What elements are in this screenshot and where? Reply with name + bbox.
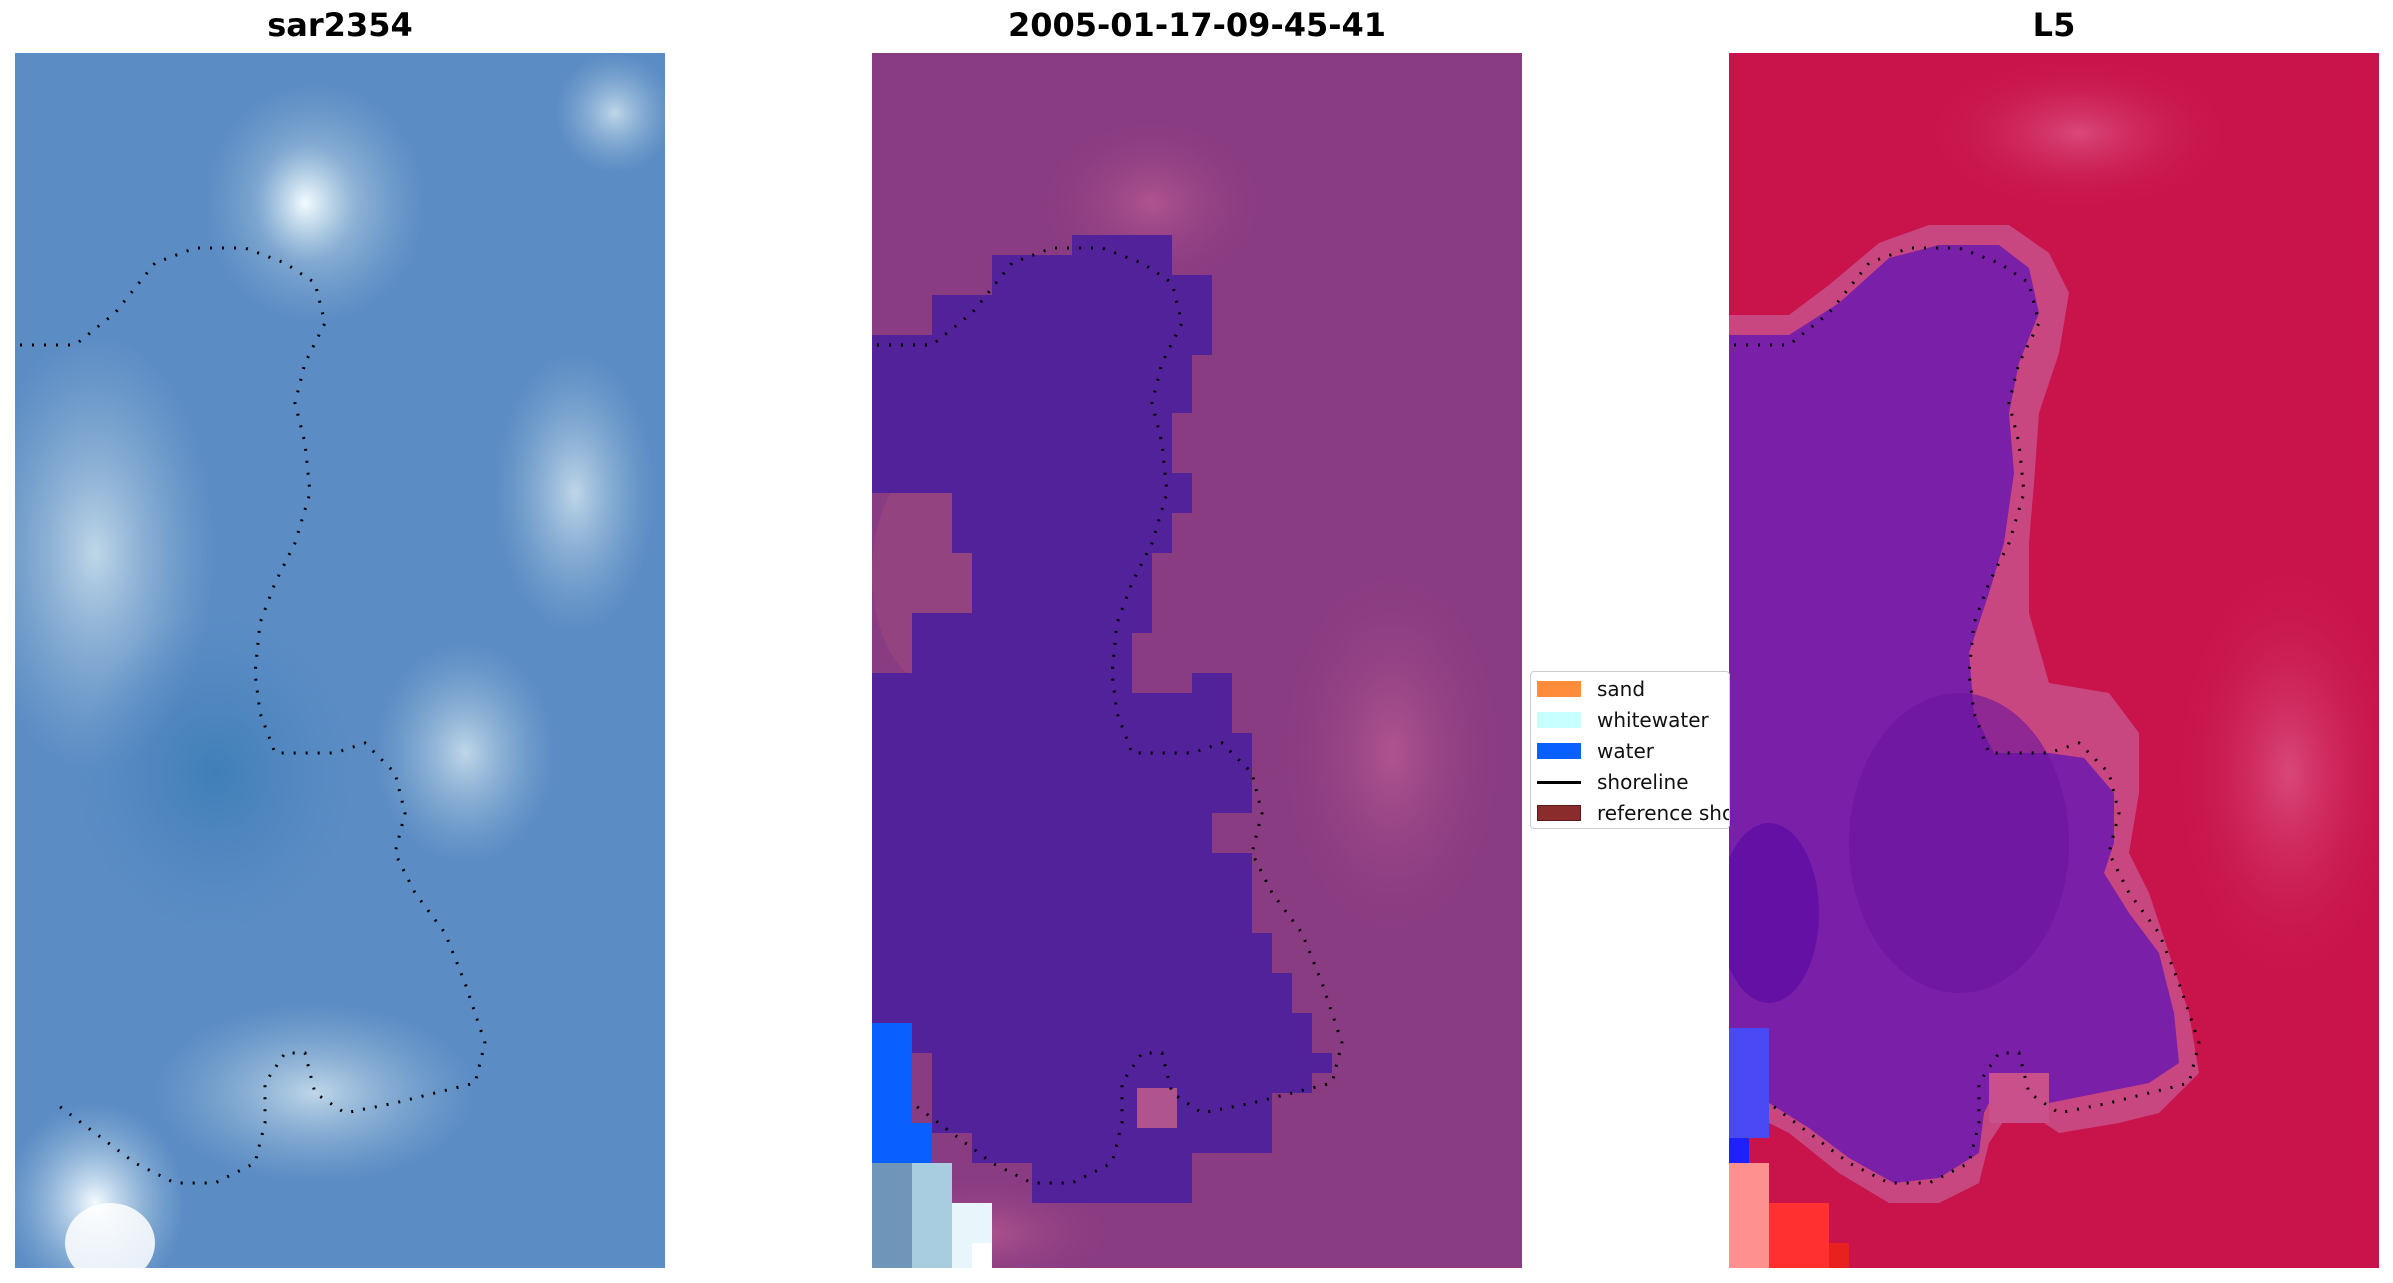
panel-title-rgb: sar2354 bbox=[267, 6, 413, 44]
classified-water-region bbox=[872, 235, 1332, 1203]
legend-label: whitewater bbox=[1597, 708, 1709, 732]
legend-item-sand: sand bbox=[1537, 677, 1645, 701]
legend-label: water bbox=[1597, 739, 1654, 763]
shoreline-swatch bbox=[1537, 780, 1581, 784]
legend-item-shoreline: shoreline bbox=[1537, 770, 1689, 794]
rgb-image-panel bbox=[15, 53, 665, 1268]
legend-label: sand bbox=[1597, 677, 1646, 701]
panel-title-mndwi: L5 bbox=[2032, 6, 2076, 44]
legend-label: reference shoreline bbox=[1597, 801, 1729, 825]
legend-label: shoreline bbox=[1597, 770, 1689, 794]
sand-swatch bbox=[1537, 681, 1581, 697]
mndwi-image-panel bbox=[1729, 53, 2379, 1268]
panel-title-classified: 2005-01-17-09-45-41 bbox=[1007, 6, 1387, 44]
legend: sand whitewater water shoreline referenc… bbox=[1530, 671, 1730, 829]
legend-item-reference-shoreline: reference shoreline bbox=[1537, 801, 1729, 825]
whitewater-swatch bbox=[1537, 712, 1581, 728]
legend-item-water: water bbox=[1537, 739, 1654, 763]
legend-item-whitewater: whitewater bbox=[1537, 708, 1709, 732]
water-swatch bbox=[1537, 743, 1581, 759]
reference-shoreline-swatch bbox=[1537, 805, 1581, 821]
classified-image-panel bbox=[872, 53, 1522, 1268]
